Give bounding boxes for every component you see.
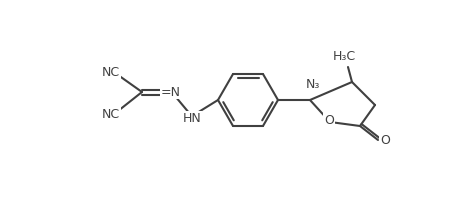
Text: O: O bbox=[324, 114, 334, 127]
Text: NC: NC bbox=[102, 66, 120, 78]
Text: NC: NC bbox=[102, 108, 120, 120]
Text: =N: =N bbox=[161, 86, 181, 98]
Text: HN: HN bbox=[183, 112, 201, 124]
Text: H₃C: H₃C bbox=[332, 50, 356, 64]
Text: O: O bbox=[380, 134, 390, 146]
Text: N₃: N₃ bbox=[306, 77, 320, 90]
